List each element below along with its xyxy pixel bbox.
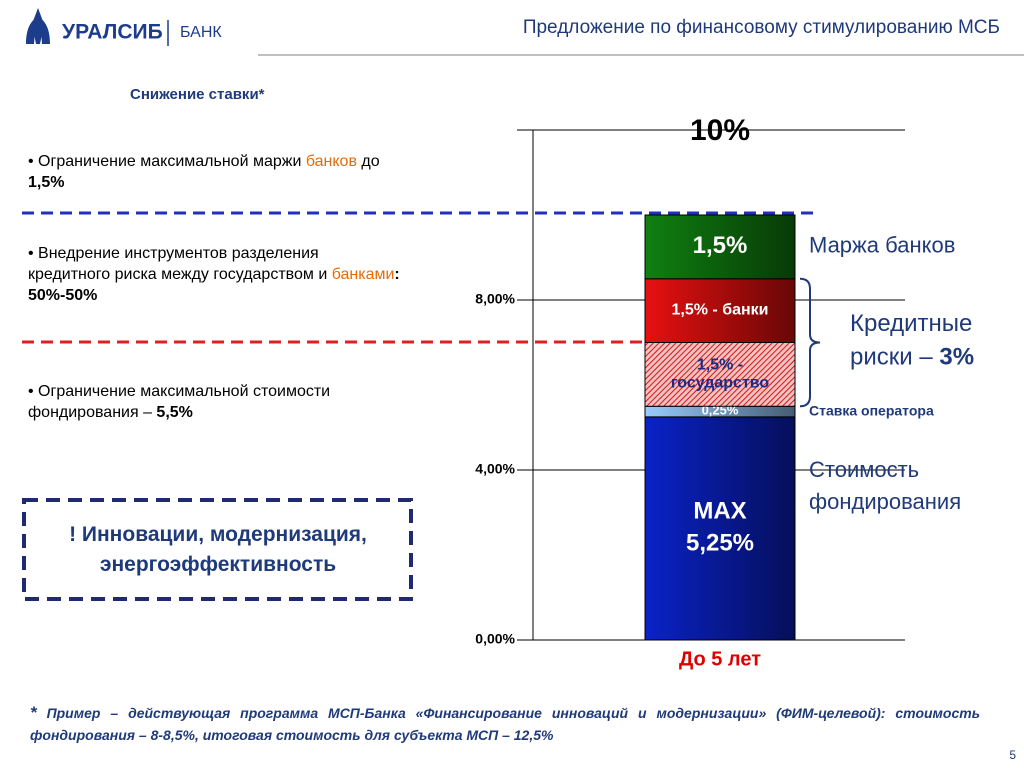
bar-segment (644, 278, 796, 343)
value-label: MAX 5,25% (686, 498, 754, 557)
bullet-text: 1,5% (28, 174, 65, 191)
y-tick-label: 8,00% (475, 291, 515, 307)
bar-segment (644, 342, 796, 407)
value-label: 1,5% -государство (671, 357, 770, 392)
logo-text: УРАЛСИБ (62, 21, 163, 44)
logo-suffix: БАНК (180, 24, 222, 41)
bullet-text: • Ограничение максимальной маржи (28, 153, 306, 170)
total-label: 10% (690, 114, 750, 147)
slide-title: Предложение по финансовому стимулировани… (523, 17, 1000, 38)
series-name: Ставка оператора (809, 402, 934, 418)
highlight-text: ! Инновации, модернизация, энергоэффекти… (69, 523, 367, 576)
footnote-text: Пример – действующая программа МСП-Банка… (30, 705, 981, 743)
annotation: риски – 3% (850, 344, 974, 371)
annotation: Кредитные (850, 310, 972, 337)
bullet-text: 5,5% (156, 404, 193, 421)
annotation: риски – (850, 344, 939, 371)
subtitle: Снижение ставки* (130, 86, 265, 103)
value-label: 1,5% - банки (672, 302, 769, 319)
bullet-text: банков (305, 153, 357, 170)
y-tick-label: 0,00% (475, 631, 515, 647)
bar-segment (644, 214, 796, 280)
bullet-text: : 50%-50% (28, 266, 400, 304)
footnote-mark: * (30, 703, 37, 722)
series-name: Стоимость фондирования (809, 457, 961, 514)
footnote: * Пример – действующая программа МСП-Бан… (30, 702, 980, 746)
bullet: • Ограничение максимальной маржи банков … (28, 151, 408, 193)
bar-segment (644, 416, 796, 641)
page-number: 5 (1009, 748, 1016, 762)
logo-icon (26, 8, 50, 44)
brace (799, 277, 821, 408)
annotation: 3% (939, 344, 974, 371)
bullet: • Ограничение максимальной стоимости фон… (28, 381, 423, 423)
bullet-text: до (356, 153, 380, 170)
bullet-text: банками (331, 266, 395, 283)
bullet-text: • Ограничение максимальной стоимости фон… (28, 383, 331, 421)
bullet-text: • Внедрение инструментов разделения кред… (28, 245, 332, 283)
value-label: 1,5% (693, 232, 748, 259)
x-tick-label: До 5 лет (679, 648, 761, 670)
bullet: • Внедрение инструментов разделения кред… (28, 243, 403, 306)
series-name: Маржа банков (809, 233, 955, 258)
y-tick-label: 4,00% (475, 461, 515, 477)
